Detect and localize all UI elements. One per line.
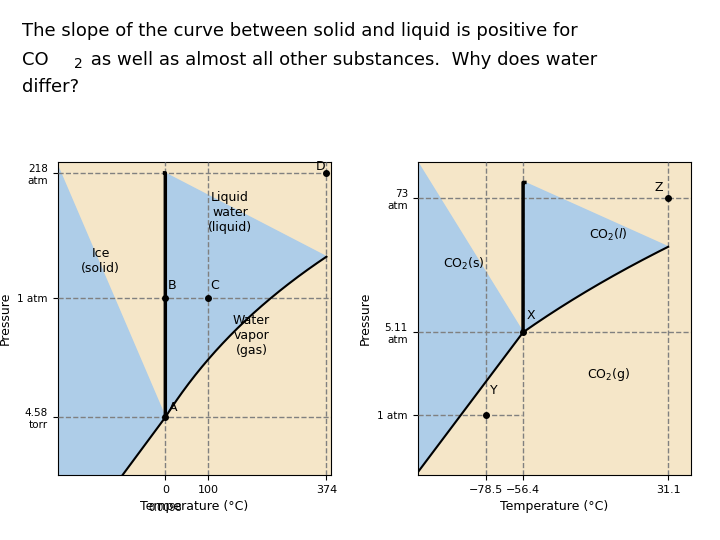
Text: Liquid
water
(liquid): Liquid water (liquid)	[208, 191, 252, 234]
Text: CO$_2$(g): CO$_2$(g)	[587, 366, 630, 383]
Text: B: B	[168, 279, 176, 292]
Text: 0.0098: 0.0098	[148, 503, 182, 513]
Text: differ?: differ?	[22, 78, 78, 96]
Text: The slope of the curve between solid and liquid is positive for: The slope of the curve between solid and…	[22, 22, 577, 39]
Text: as well as almost all other substances.  Why does water: as well as almost all other substances. …	[85, 51, 597, 69]
Y-axis label: Pressure: Pressure	[359, 292, 372, 345]
Text: X: X	[526, 309, 535, 322]
X-axis label: Temperature (°C): Temperature (°C)	[500, 501, 608, 514]
X-axis label: Temperature (°C): Temperature (°C)	[140, 501, 248, 514]
Text: Y: Y	[490, 384, 498, 397]
Polygon shape	[418, 162, 525, 540]
Text: CO$_2$($l$): CO$_2$($l$)	[589, 227, 628, 244]
Text: Z: Z	[655, 181, 663, 194]
Text: Ice
(solid): Ice (solid)	[81, 247, 120, 275]
Polygon shape	[58, 166, 166, 540]
Text: 2: 2	[74, 57, 83, 71]
Polygon shape	[165, 173, 326, 417]
Text: Water
vapor
(gas): Water vapor (gas)	[233, 314, 270, 357]
Text: A: A	[168, 401, 177, 414]
Text: D: D	[315, 160, 325, 173]
Text: CO$_2$(s): CO$_2$(s)	[443, 255, 485, 272]
Text: CO: CO	[22, 51, 48, 69]
Y-axis label: Pressure: Pressure	[0, 292, 12, 345]
Polygon shape	[523, 183, 668, 332]
Text: C: C	[210, 279, 220, 292]
